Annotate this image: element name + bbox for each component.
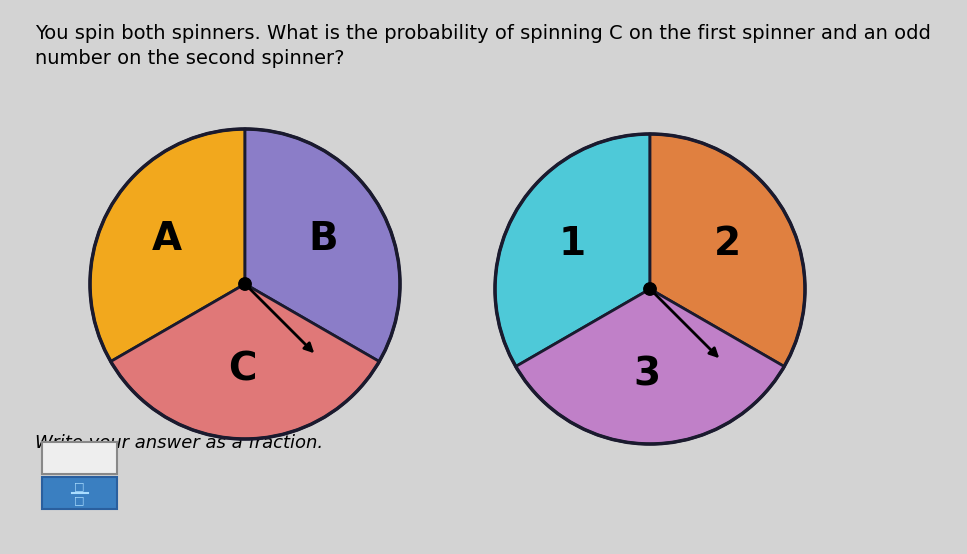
FancyBboxPatch shape [42,477,117,509]
Text: 2: 2 [715,225,742,263]
Text: Write your answer as a fraction.: Write your answer as a fraction. [35,434,323,452]
Wedge shape [650,134,805,367]
Text: B: B [308,220,337,258]
Wedge shape [495,134,650,367]
Wedge shape [515,289,784,444]
Wedge shape [245,129,400,362]
Text: 1: 1 [559,225,586,263]
Text: A: A [152,220,182,258]
Wedge shape [111,284,379,439]
Text: C: C [228,350,256,388]
Text: 3: 3 [633,355,660,393]
Text: number on the second spinner?: number on the second spinner? [35,49,344,68]
Wedge shape [90,129,245,362]
Text: □: □ [74,481,85,491]
Circle shape [644,283,657,295]
FancyBboxPatch shape [42,442,117,474]
Circle shape [239,278,251,290]
Text: □: □ [74,495,85,505]
Text: You spin both spinners. What is the probability of spinning C on the first spinn: You spin both spinners. What is the prob… [35,24,931,43]
